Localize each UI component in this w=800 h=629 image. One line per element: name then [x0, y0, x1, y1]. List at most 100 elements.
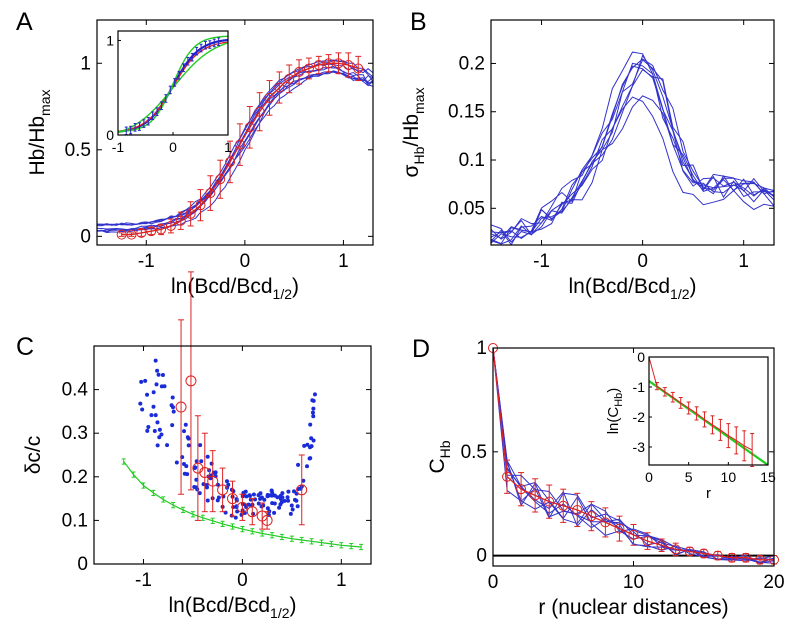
- panel-a-xtick-label-1: 0: [240, 251, 251, 272]
- panel-a-inset-xtick-label-1: 0: [169, 139, 177, 155]
- panel-d-mean-point: [544, 496, 555, 507]
- panel-a-mean-point: [205, 188, 216, 199]
- panel-c-scatter-point: [198, 443, 203, 448]
- panel-c-scatter-point: [296, 462, 301, 467]
- panel-c-scatter-point: [282, 498, 287, 503]
- panel-c-scatter-point: [247, 493, 252, 498]
- panel-b-trace-line: [491, 95, 774, 239]
- panel-d-inset-bg: [649, 357, 768, 465]
- panel-d-ytick-label-1: 0.5: [461, 442, 487, 463]
- panel-a-mean-point: [323, 58, 334, 69]
- panel-c-scatter-point: [182, 471, 187, 476]
- panel-c-scatter-point: [259, 504, 264, 509]
- panel-a-xtick-label-0: -1: [138, 251, 155, 272]
- panel-c-scatter-point: [262, 497, 267, 502]
- panel-c-scatter-point: [309, 444, 314, 449]
- panel-c-scatter-point: [151, 404, 156, 409]
- panel-d-mean-point: [530, 490, 541, 501]
- panel-a-ytick-label-1: 0.5: [65, 140, 91, 161]
- panel-d-mean-point: [698, 548, 709, 559]
- panel-c-scatter-point: [140, 407, 145, 412]
- panel-c-scatter-point: [275, 495, 280, 500]
- panel-a-inset-ytick-label-0: 0: [106, 127, 114, 143]
- panel-a-xlabel: ln(Bcd/Bcd1/2): [171, 275, 299, 302]
- panel-c-scatter-point: [251, 511, 256, 516]
- panel-c-xtick-label-1: 0: [237, 570, 248, 591]
- panel-a-frame: [96, 19, 374, 246]
- panel-d-mean-point: [754, 554, 765, 565]
- panel-c-scatter-point: [153, 358, 158, 363]
- panel-b-trace-line: [491, 54, 774, 236]
- panel-b-trace-line: [491, 58, 774, 243]
- panel-c-scatter-point: [265, 492, 270, 497]
- panel-a-ytick-label-2: 1: [80, 53, 91, 74]
- panel-c-scatter-point: [156, 372, 161, 377]
- panel-c-scatter-point: [155, 443, 160, 448]
- panel-b-trace-line: [491, 68, 774, 245]
- panel-c-scatter-point: [231, 505, 236, 510]
- panel-c-scatter-point: [213, 474, 218, 479]
- panel-c-scatter-point: [194, 477, 199, 482]
- panel-c-scatter-point: [292, 497, 297, 502]
- panel-c-scatter-point: [146, 424, 151, 429]
- panel-c-scatter-point: [311, 414, 316, 419]
- panel-c-scatter-point: [233, 515, 238, 520]
- panel-d-mean-point: [656, 540, 667, 551]
- panel-b-traces: [491, 51, 774, 245]
- panel-c-red-point: [236, 501, 248, 513]
- panel-b-xtick-label-0: -1: [533, 251, 550, 272]
- panel-d-inset-ytick-label-2: -2: [633, 409, 646, 425]
- panel-c-scatter-point: [239, 512, 244, 517]
- panel-c-ylabel: δc/c: [22, 436, 45, 475]
- panel-c-scatter-point: [288, 511, 293, 516]
- panel-c-scatter-point: [286, 489, 291, 494]
- panel-a-mean-point: [274, 82, 285, 93]
- panel-c-scatter-point: [192, 485, 197, 490]
- panel-b-ytick-label-0: 0.05: [448, 198, 485, 219]
- panel-d-letter: D: [412, 335, 430, 363]
- panel-a-letter: A: [16, 8, 33, 36]
- panel-d-inset-ytick-label-0: 0: [637, 349, 645, 365]
- panel-c-scatter-point: [302, 443, 307, 448]
- panel-c-scatter-point: [286, 498, 291, 503]
- panel-d-mean-point: [670, 544, 681, 555]
- panel-c-red-point: [246, 506, 258, 518]
- panel-c-scatter-point: [292, 489, 297, 494]
- panel-c-ytick-label-3: 0.3: [62, 423, 88, 444]
- panel-c-scatter-point: [312, 392, 317, 397]
- panel-b-ytick-label-2: 0.15: [448, 102, 485, 123]
- panel-c-scatter-point: [256, 501, 261, 506]
- panel-c-scatter-point: [205, 498, 210, 503]
- panel-c-scatter-point: [308, 456, 313, 461]
- panel-c-scatter-point: [309, 436, 314, 441]
- panel-c-scatter-point: [151, 390, 156, 395]
- panel-b-trace-line: [491, 96, 774, 245]
- panel-a-mean-point: [225, 156, 236, 167]
- panel-a-mean-point: [294, 66, 305, 77]
- panel-c-scatter-point: [226, 482, 231, 487]
- panel-d-mean-point: [586, 511, 597, 522]
- panel-d-mean-point: [628, 529, 639, 540]
- panel-c-ytick-label-4: 0.4: [62, 380, 89, 401]
- panel-c-scatter-point: [244, 494, 249, 499]
- panel-c-scatter-point: [216, 495, 221, 500]
- panel-d-mean-point: [642, 536, 653, 547]
- panel-d-inset-xlabel: r: [706, 485, 711, 502]
- panel-b-trace-line: [491, 62, 774, 244]
- panel-d-inset-xtick-label-2: 10: [721, 469, 737, 485]
- panel-a-mean-point: [284, 73, 295, 84]
- panel-c-red-point: [207, 475, 219, 487]
- panel-c-scatter-point: [169, 403, 174, 408]
- panel-d-inset-xtick-label-0: 0: [645, 469, 653, 485]
- panel-c-scatter-point: [138, 401, 143, 406]
- panel-d-xtick-label-1: 10: [623, 572, 644, 593]
- panel-c-scatter-point: [145, 428, 150, 433]
- panel-d-xtick-label-0: 0: [488, 572, 499, 593]
- panel-c-letter: C: [16, 333, 34, 361]
- panel-d-mean-point: [558, 500, 569, 511]
- panel-a-inset-xtick-label-0: -1: [112, 139, 125, 155]
- panel-c-red-point: [296, 484, 308, 496]
- panel-c-scatter-point: [289, 503, 294, 508]
- panel-c-scatter-point: [223, 510, 228, 515]
- panel-b-xtick-label-1: 0: [637, 251, 648, 272]
